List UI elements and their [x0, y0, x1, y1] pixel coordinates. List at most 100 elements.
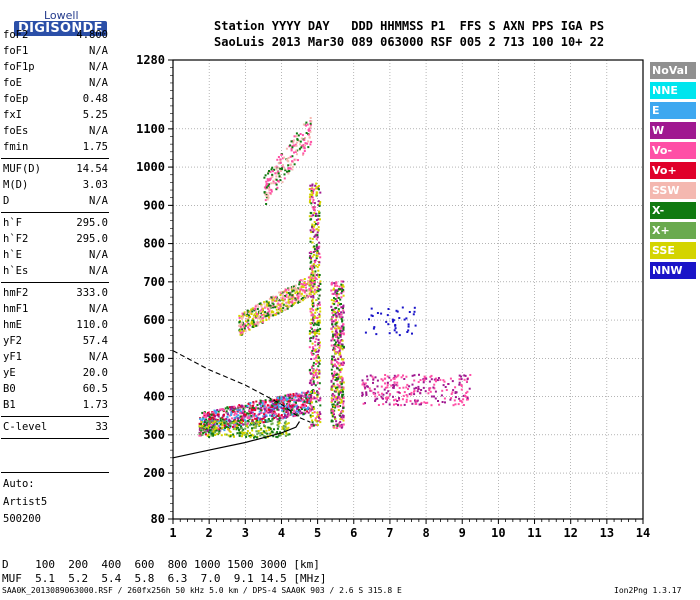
echo-point [271, 166, 274, 169]
echo-point [314, 270, 317, 273]
echo-point [311, 300, 314, 303]
echo-point [248, 435, 251, 437]
echo-point [256, 430, 259, 433]
echo-point [278, 308, 281, 311]
echo-point [340, 375, 343, 378]
echo-point [212, 414, 215, 417]
echo-point [312, 314, 315, 317]
echo-point [340, 327, 342, 330]
echo-point [262, 400, 265, 403]
echo-point [318, 264, 321, 267]
echo-point [213, 412, 216, 415]
echo-point [316, 415, 319, 418]
echo-point [341, 379, 344, 382]
echo-point [308, 395, 310, 398]
echo-point [286, 307, 289, 310]
echo-point [251, 310, 254, 313]
y-tick-label: 1000 [136, 160, 165, 174]
echo-point [318, 241, 321, 244]
echo-point [306, 408, 309, 411]
echo-point [338, 376, 341, 379]
echo-point [237, 419, 240, 422]
echo-point [395, 403, 398, 405]
echo-point [312, 251, 315, 253]
param-value: N/A [89, 45, 108, 57]
y-tick-label: 800 [143, 237, 165, 251]
echo-point [226, 426, 229, 428]
echo-point [317, 338, 320, 341]
echo-point [259, 315, 262, 318]
echo-point [247, 310, 250, 313]
param-fof1p: foF1p N/A [3, 61, 108, 77]
echo-point [428, 389, 431, 392]
echo-point [342, 288, 345, 291]
echo-point [341, 348, 344, 351]
echo-point [318, 344, 321, 347]
echo-point [410, 393, 413, 396]
echo-point [396, 310, 399, 313]
echo-point [458, 383, 461, 386]
echo-point [237, 414, 240, 417]
echo-point [332, 424, 335, 427]
echo-point [313, 411, 316, 414]
echo-point [217, 413, 219, 416]
echo-point [247, 319, 250, 322]
echo-point [282, 291, 285, 294]
echo-point [316, 304, 319, 307]
echo-point [339, 354, 342, 357]
echo-point [212, 421, 215, 424]
echo-point [315, 291, 318, 294]
echo-point [316, 360, 319, 363]
echo-point [300, 282, 303, 285]
echo-point [408, 311, 411, 313]
echo-point [295, 413, 298, 415]
echo-point [314, 369, 317, 372]
echo-point [299, 395, 302, 398]
echo-point [253, 436, 255, 439]
echo-point [413, 310, 416, 313]
echo-point [318, 372, 321, 375]
echo-point [308, 288, 311, 291]
echo-point [308, 346, 311, 349]
echo-point [317, 324, 320, 327]
echo-point [310, 311, 313, 314]
echo-point [462, 404, 465, 406]
echo-point [318, 319, 321, 322]
param-foes: foEs N/A [3, 125, 108, 141]
echo-point [381, 392, 383, 395]
echo-point [261, 401, 264, 404]
echo-point [330, 397, 333, 400]
echo-point [310, 273, 313, 276]
echo-point [230, 406, 233, 408]
echo-point [261, 433, 264, 436]
echo-point [297, 301, 299, 304]
echo-point [337, 346, 340, 349]
echo-point [288, 304, 291, 307]
echo-point [302, 144, 305, 146]
echo-point [277, 415, 280, 417]
echo-point [333, 345, 336, 348]
echo-point [230, 414, 233, 416]
echo-point [295, 399, 298, 402]
param-value: 333.0 [76, 287, 108, 299]
echo-point [261, 432, 264, 435]
echo-point [310, 231, 313, 234]
echo-point [449, 377, 452, 380]
echo-point [242, 312, 245, 315]
echo-point [316, 368, 318, 371]
param-key: hmE [3, 319, 22, 331]
echo-point [287, 172, 290, 175]
echo-point [342, 400, 345, 403]
echo-point [337, 337, 340, 340]
param-key: yF1 [3, 351, 22, 363]
echo-point [278, 167, 281, 170]
echo-point [340, 317, 343, 320]
echo-point [318, 376, 321, 379]
echo-point [262, 314, 265, 316]
echo-point [252, 321, 255, 324]
echo-point [309, 184, 312, 187]
echo-point [387, 308, 390, 310]
echo-point [224, 433, 227, 436]
echo-point [342, 305, 345, 308]
echo-point [277, 311, 280, 314]
